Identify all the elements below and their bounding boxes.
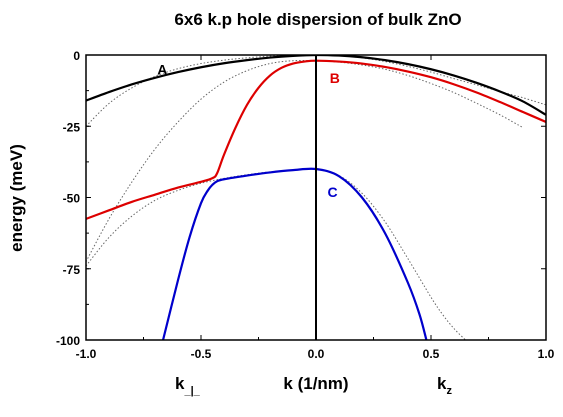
series-layer: [86, 55, 546, 340]
x-left-direction-label: k_|_: [175, 374, 201, 397]
x-tick-labels: -1.0 -0.5 0.0 0.5 1.0: [76, 347, 555, 361]
y-tick-label: -75: [63, 263, 81, 277]
plot-frame: [85, 54, 547, 341]
x-right-direction-main: k: [437, 374, 447, 393]
dotted-reference-curve: [86, 168, 317, 267]
band-c-curve: [161, 167, 428, 340]
series-labels: A B C: [157, 61, 340, 200]
x-tick-label: -0.5: [191, 347, 212, 361]
x-tick-label: 0.5: [423, 347, 440, 361]
dotted-reference-curve: [86, 55, 317, 127]
x-tick-label: 0.0: [308, 347, 325, 361]
x-axis-label: k (1/nm): [283, 374, 348, 393]
y-tick-labels: 0 -25 -50 -75 -100: [56, 49, 80, 348]
x-tick-label: 1.0: [538, 347, 555, 361]
dotted-reference-curve: [315, 168, 466, 340]
x-left-direction-main: k: [175, 374, 185, 393]
y-tick-label: -50: [63, 192, 81, 206]
y-tick-label: -25: [63, 120, 81, 134]
x-right-direction-label: kz: [437, 374, 452, 397]
x-left-direction-subscript: _|_: [183, 385, 200, 397]
dotted-reference-curve: [86, 59, 317, 262]
chart-title: 6x6 k.p hole dispersion of bulk ZnO: [174, 10, 461, 29]
y-axis-label: energy (meV): [7, 144, 26, 252]
band-a-label: A: [157, 61, 167, 77]
band-a-curve: [86, 55, 546, 116]
band-b-label: B: [330, 70, 340, 86]
band-b-curve: [86, 59, 546, 220]
band-c-label: C: [328, 184, 338, 200]
y-tick-label: 0: [73, 49, 80, 63]
y-tick-label: -100: [56, 334, 80, 348]
dotted-reference-curve: [315, 60, 524, 129]
x-tick-label: -1.0: [76, 347, 97, 361]
x-right-direction-subscript: z: [446, 385, 452, 397]
